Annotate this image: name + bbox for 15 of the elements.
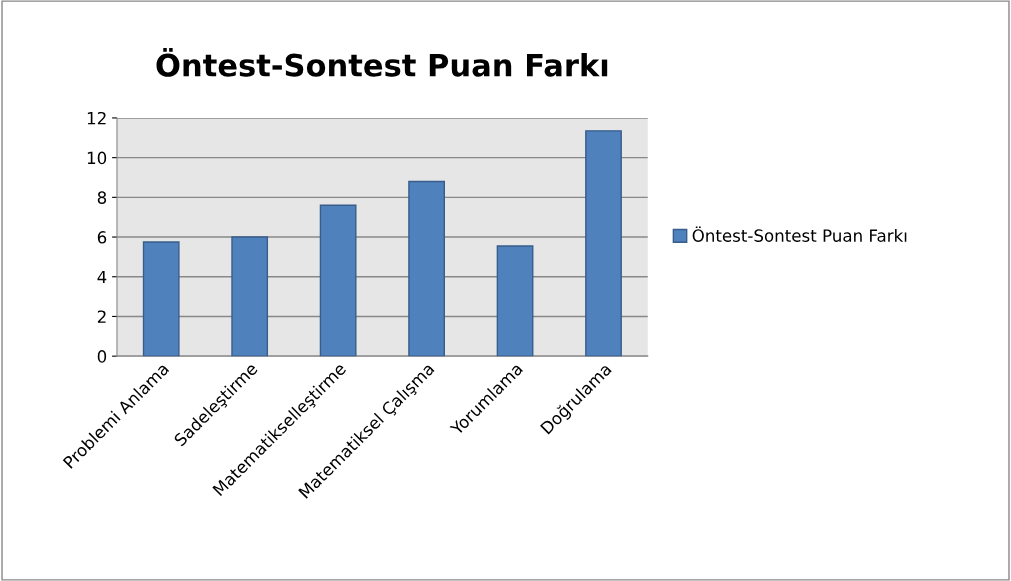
chart-title: Öntest-Sontest Puan Farkı	[156, 48, 608, 77]
y-tick-label: 2	[97, 310, 106, 323]
y-tick-label: 4	[97, 270, 107, 284]
bar	[142, 241, 180, 357]
bar	[319, 204, 357, 357]
y-tick-label: 10	[87, 151, 107, 165]
bar	[231, 236, 269, 357]
bar	[585, 130, 622, 357]
y-tick-label: 0	[97, 350, 107, 363]
bar	[408, 180, 445, 357]
y-tick-label: 6	[97, 231, 107, 244]
y-tick-label: 8	[97, 191, 107, 204]
legend-label: Öntest-Sontest Puan Farkı	[692, 226, 907, 242]
y-tick-label: 12	[87, 111, 106, 125]
bar	[496, 245, 534, 357]
